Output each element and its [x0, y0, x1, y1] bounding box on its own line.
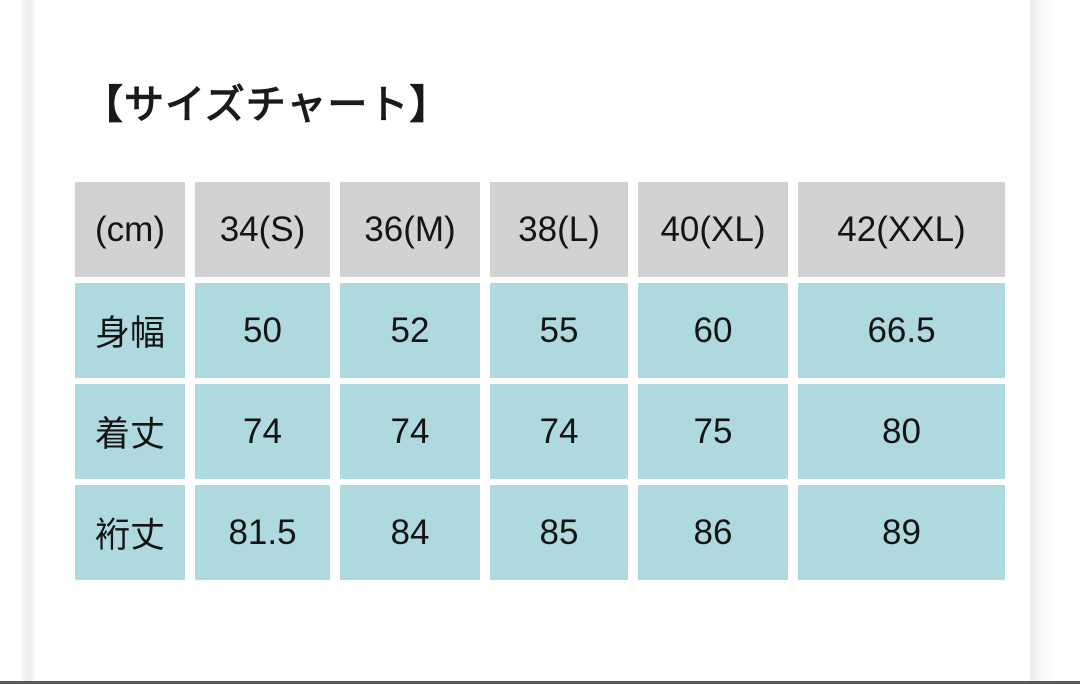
value-cell: 86 [638, 485, 788, 580]
value-cell: 74 [490, 384, 628, 479]
value-cell: 74 [195, 384, 330, 479]
row-label-body-length: 着丈 [75, 384, 185, 479]
value-cell: 89 [798, 485, 1005, 580]
header-cell-size-xxl: 42(XXL) [798, 182, 1005, 277]
value-cell: 66.5 [798, 283, 1005, 378]
table-row-body-length: 着丈 74 74 74 75 80 [75, 384, 1005, 479]
size-chart-title: 【サイズチャート】 [83, 83, 451, 127]
value-cell: 50 [195, 283, 330, 378]
value-cell: 55 [490, 283, 628, 378]
row-label-body-width: 身幅 [75, 283, 185, 378]
header-cell-unit: (cm) [75, 182, 185, 277]
value-cell: 74 [340, 384, 480, 479]
value-cell: 84 [340, 485, 480, 580]
table-row-body-width: 身幅 50 52 55 60 66.5 [75, 283, 1005, 378]
value-cell: 75 [638, 384, 788, 479]
bottom-divider [0, 681, 1080, 684]
size-chart-table: (cm) 34(S) 36(M) 38(L) 40(XL) 42(XXL) 身幅… [65, 176, 1015, 586]
header-cell-size-l: 38(L) [490, 182, 628, 277]
header-cell-size-s: 34(S) [195, 182, 330, 277]
right-page-edge [1030, 0, 1052, 681]
left-page-edge [20, 0, 36, 681]
table-row-sleeve-length: 裄丈 81.5 84 85 86 89 [75, 485, 1005, 580]
value-cell: 81.5 [195, 485, 330, 580]
value-cell: 80 [798, 384, 1005, 479]
value-cell: 60 [638, 283, 788, 378]
row-label-sleeve-length: 裄丈 [75, 485, 185, 580]
value-cell: 52 [340, 283, 480, 378]
table-header-row: (cm) 34(S) 36(M) 38(L) 40(XL) 42(XXL) [75, 182, 1005, 277]
value-cell: 85 [490, 485, 628, 580]
header-cell-size-xl: 40(XL) [638, 182, 788, 277]
header-cell-size-m: 36(M) [340, 182, 480, 277]
